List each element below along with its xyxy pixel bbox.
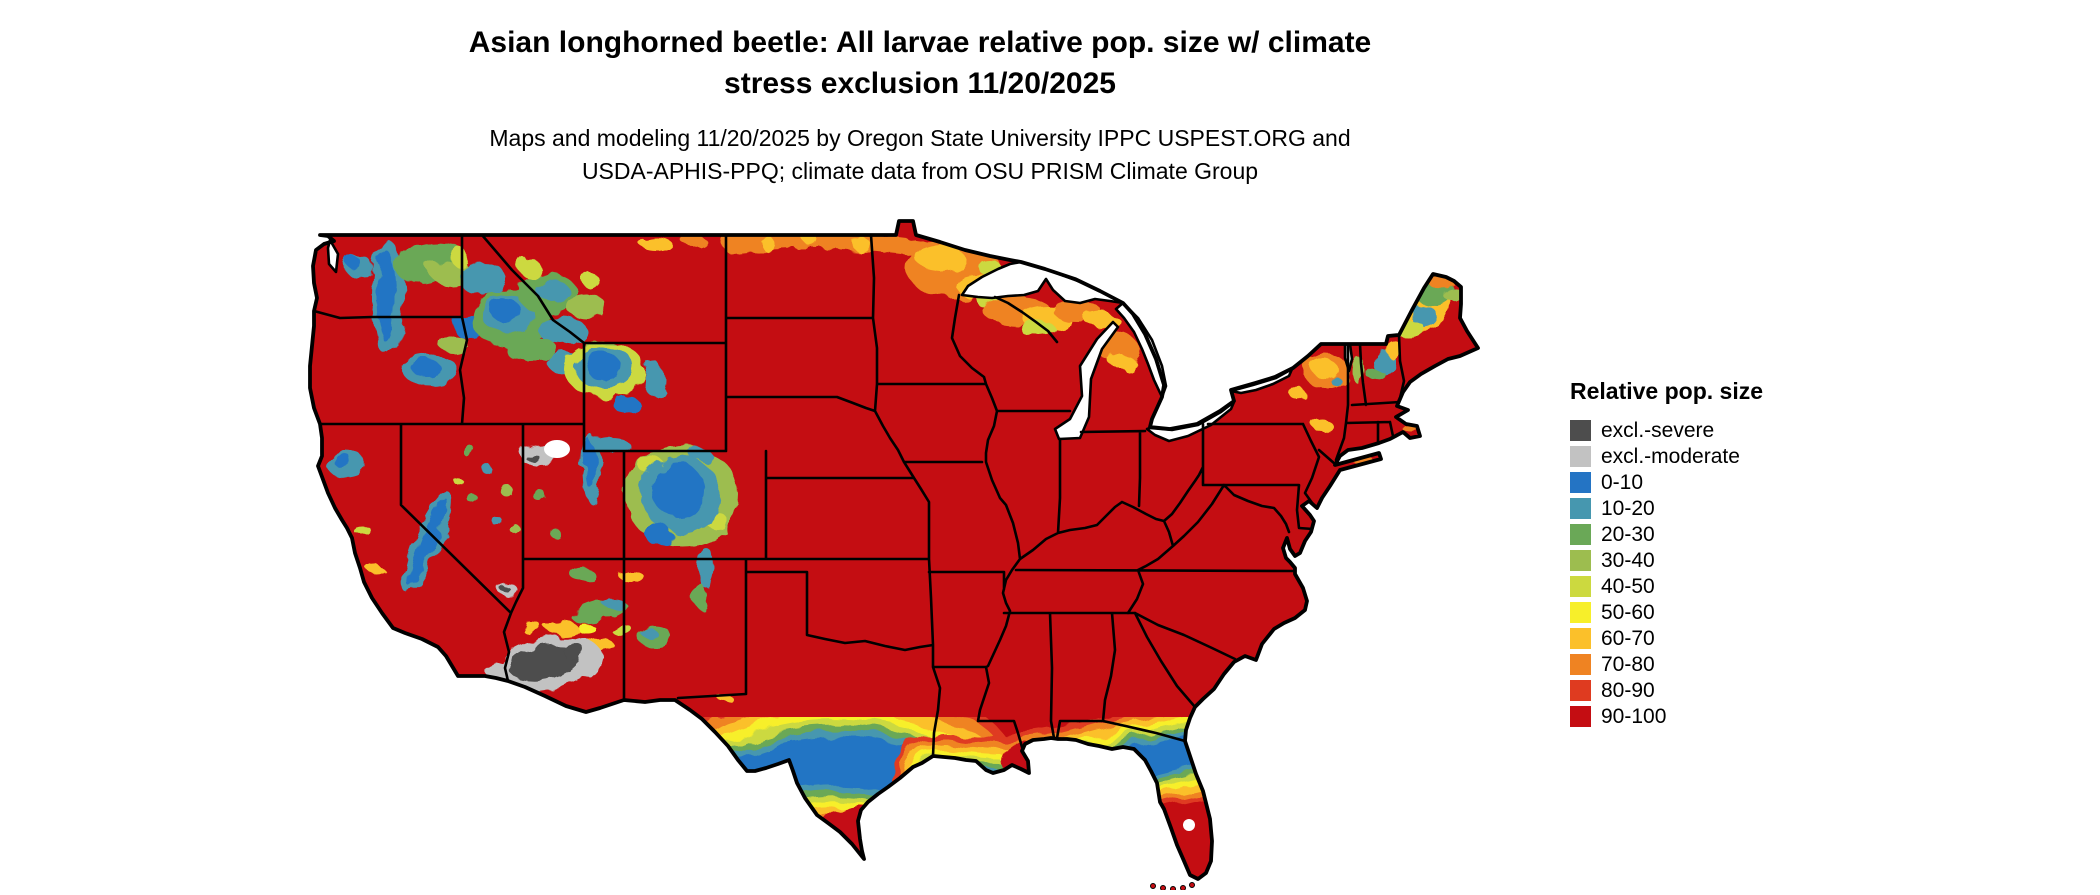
legend-swatch <box>1570 627 1591 649</box>
legend-label: excl.-severe <box>1601 418 1715 442</box>
legend-label: 70-80 <box>1601 652 1655 676</box>
legend-item: 60-70 <box>1570 625 1763 651</box>
page-subtitle-line1: Maps and modeling 11/20/2025 by Oregon S… <box>489 125 1351 151</box>
legend-title: Relative pop. size <box>1570 378 1764 404</box>
legend-items: excl.-severe excl.-moderate 0-10 10-20 20-30… <box>1570 417 1763 729</box>
legend-item: 40-50 <box>1570 573 1763 599</box>
us-outline <box>308 219 1480 881</box>
page-title-line1: Asian longhorned beetle: All larvae rela… <box>468 26 1372 59</box>
legend-item: 80-90 <box>1570 677 1763 703</box>
legend: Relative pop. size excl.-severe excl.-mod… <box>1570 378 1763 729</box>
lake-huron <box>1114 301 1168 399</box>
legend-label: 0-10 <box>1601 470 1644 494</box>
legend-swatch <box>1570 705 1591 727</box>
legend-label: 50-60 <box>1601 600 1655 624</box>
legend-swatch <box>1570 523 1591 545</box>
legend-item: 0-10 <box>1570 469 1763 495</box>
legend-label: 90-100 <box>1601 704 1667 728</box>
page-subtitle-line2: USDA-APHIS-PPQ; climate data from OSU PR… <box>581 158 1259 184</box>
page-subtitle: Maps and modeling 11/20/2025 by Oregon S… <box>0 122 1840 188</box>
legend-swatch <box>1570 419 1591 441</box>
state-borders <box>312 233 1406 758</box>
legend-item: 50-60 <box>1570 599 1763 625</box>
puget-sound <box>326 238 340 274</box>
legend-item: excl.-moderate <box>1570 443 1763 469</box>
legend-label: excl.-moderate <box>1601 444 1740 468</box>
legend-swatch <box>1570 549 1591 571</box>
legend-item: 10-20 <box>1570 495 1763 521</box>
us-map <box>300 198 1540 892</box>
us-map-svg <box>308 219 1480 892</box>
legend-item: excl.-severe <box>1570 417 1763 443</box>
legend-item: 90-100 <box>1570 703 1763 729</box>
legend-label: 20-30 <box>1601 522 1655 546</box>
great-salt-lake <box>544 440 570 458</box>
legend-swatch <box>1570 601 1591 623</box>
page-title-line2: stress exclusion 11/20/2025 <box>724 67 1116 100</box>
legend-swatch <box>1570 497 1591 519</box>
west-mountain-patches <box>326 240 745 748</box>
legend-label: 80-90 <box>1601 678 1655 702</box>
legend-item: 20-30 <box>1570 521 1763 547</box>
legend-label: 40-50 <box>1601 574 1655 598</box>
legend-label: 30-40 <box>1601 548 1655 572</box>
lake-okeechobee <box>1183 819 1195 831</box>
legend-swatch <box>1570 679 1591 701</box>
legend-item: 30-40 <box>1570 547 1763 573</box>
legend-swatch <box>1570 471 1591 493</box>
legend-swatch <box>1570 575 1591 597</box>
legend-label: 10-20 <box>1601 496 1655 520</box>
legend-label: 60-70 <box>1601 626 1655 650</box>
northern-border-patches <box>640 230 1138 370</box>
legend-swatch <box>1570 653 1591 675</box>
florida-keys <box>1150 882 1195 892</box>
legend-item: 70-80 <box>1570 651 1763 677</box>
exclusion-gray-patches <box>484 443 603 694</box>
legend-swatch <box>1570 445 1591 467</box>
page-title: Asian longhorned beetle: All larvae rela… <box>0 22 1840 104</box>
